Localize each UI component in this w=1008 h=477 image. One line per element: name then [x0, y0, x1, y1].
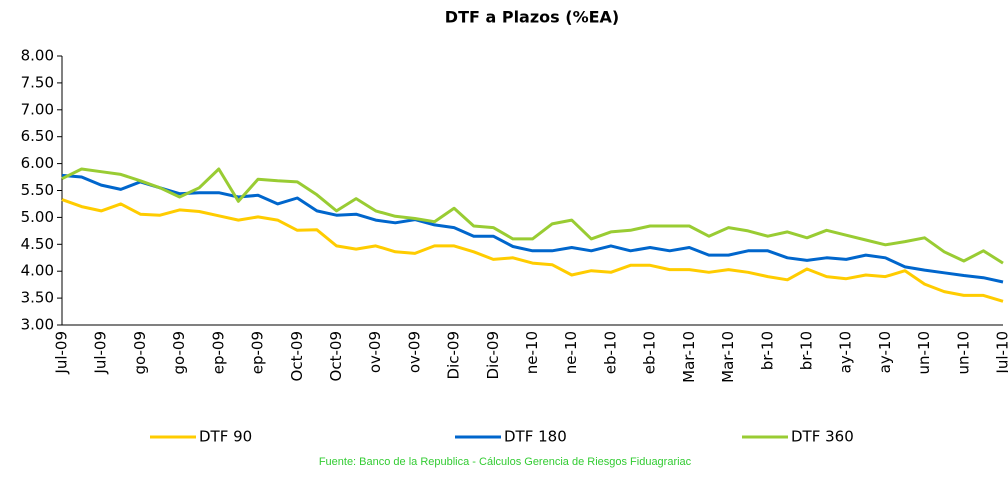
x-tick-label: ep-09 [209, 331, 227, 374]
x-tick-label: go-09 [131, 331, 149, 374]
y-tick-label: 5.00 [21, 208, 54, 226]
series-line [62, 175, 1003, 282]
y-tick-label: 3.00 [21, 316, 54, 334]
y-tick-label: 5.50 [21, 181, 54, 199]
y-tick-label: 3.50 [21, 289, 54, 307]
x-tick-label: Jul-09 [53, 331, 71, 375]
legend-label: DTF 360 [791, 428, 854, 446]
chart-title: DTF a Plazos (%EA) [445, 8, 619, 27]
x-tick-label: un-10 [954, 331, 972, 375]
x-tick-label: Oct-09 [327, 331, 345, 381]
x-tick-label: go-09 [170, 331, 188, 374]
x-tick-label: Mar-10 [680, 331, 698, 383]
y-tick-label: 6.50 [21, 127, 54, 145]
x-tick-label: ep-09 [249, 331, 267, 374]
source-note: Fuente: Banco de la Republica - Cálculos… [319, 456, 692, 468]
x-tick-label: br-10 [758, 331, 776, 370]
x-tick-label: Dic-09 [484, 331, 502, 379]
x-tick-label: Oct-09 [288, 331, 306, 381]
y-tick-label: 6.00 [21, 154, 54, 172]
legend-label: DTF 90 [199, 428, 252, 446]
x-tick-label: eb-10 [641, 331, 659, 374]
x-tick-label: ne-10 [523, 331, 541, 374]
x-tick-label: eb-10 [601, 331, 619, 374]
x-tick-label: ay-10 [837, 331, 855, 373]
y-tick-label: 4.00 [21, 262, 54, 280]
x-tick-label: un-10 [915, 331, 933, 375]
series-line [62, 169, 1003, 263]
x-tick-label: Dic-09 [445, 331, 463, 379]
y-tick-label: 8.00 [21, 47, 54, 65]
x-tick-label: Jul-10 [994, 331, 1008, 375]
x-tick-label: ov-09 [405, 331, 423, 373]
x-tick-label: ov-09 [366, 331, 384, 373]
x-tick-label: Mar-10 [719, 331, 737, 383]
x-tick-label: ne-10 [562, 331, 580, 374]
y-tick-label: 7.50 [21, 73, 54, 91]
y-tick-label: 7.00 [21, 100, 54, 118]
legend-label: DTF 180 [504, 428, 567, 446]
x-tick-label: ay-10 [876, 331, 894, 373]
x-tick-label: Jul-09 [92, 331, 110, 375]
x-tick-label: br-10 [797, 331, 815, 370]
y-tick-label: 4.50 [21, 235, 54, 253]
